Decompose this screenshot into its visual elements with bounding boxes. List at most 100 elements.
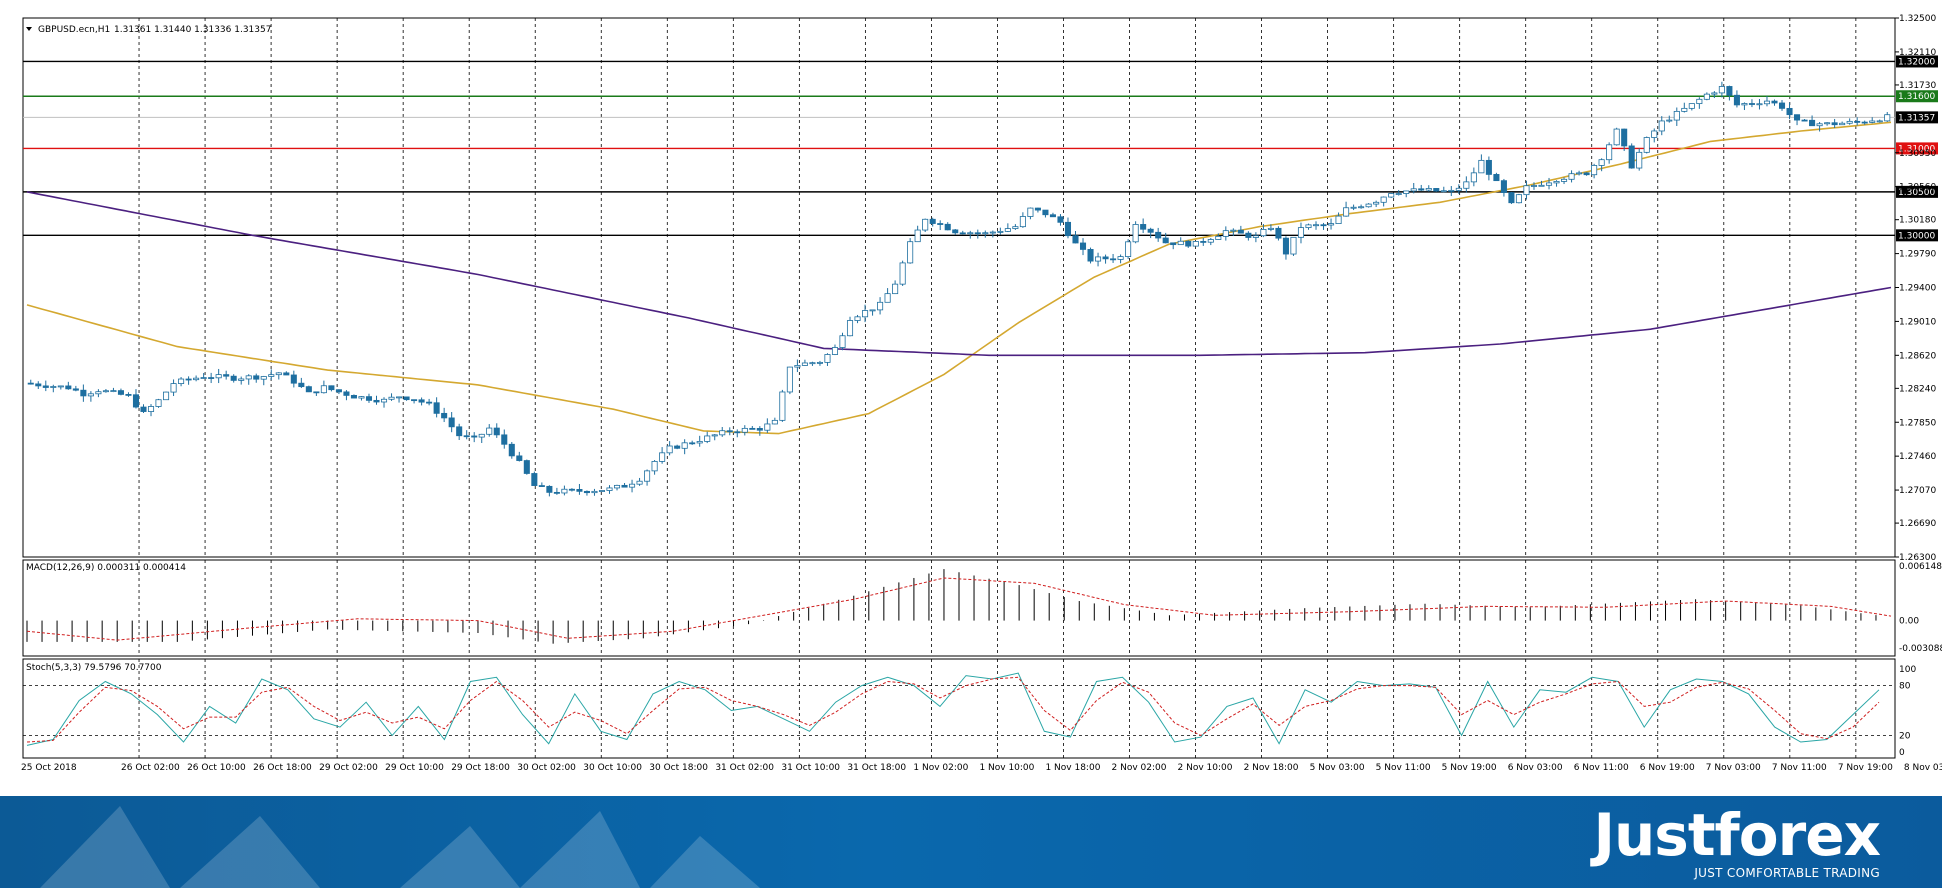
candlestick[interactable] (1049, 212, 1056, 218)
candlestick[interactable] (974, 229, 981, 239)
candlestick[interactable] (929, 217, 936, 227)
candlestick[interactable] (568, 488, 575, 492)
candlestick[interactable] (1711, 91, 1718, 99)
candlestick[interactable] (1703, 92, 1710, 101)
candlestick[interactable] (1440, 186, 1447, 193)
candlestick[interactable] (208, 372, 215, 384)
candlestick[interactable] (215, 368, 222, 384)
candlestick[interactable] (1027, 207, 1034, 220)
candlestick[interactable] (456, 423, 463, 441)
candlestick[interactable] (1433, 188, 1440, 192)
candlestick[interactable] (185, 376, 192, 385)
candlestick[interactable] (373, 395, 380, 405)
candlestick[interactable] (501, 429, 508, 449)
candlestick[interactable] (1140, 218, 1147, 234)
candlestick[interactable] (546, 485, 553, 497)
candlestick[interactable] (1282, 236, 1289, 260)
candlestick[interactable] (1470, 167, 1477, 187)
candlestick[interactable] (576, 483, 583, 495)
candlestick[interactable] (809, 361, 816, 366)
candlestick[interactable] (1290, 236, 1297, 256)
candlestick[interactable] (1125, 239, 1132, 259)
candlestick[interactable] (726, 427, 733, 436)
candlestick[interactable] (621, 482, 628, 488)
candlestick[interactable] (959, 230, 966, 235)
candlestick[interactable] (1846, 118, 1853, 125)
candlestick[interactable] (764, 418, 771, 433)
candlestick[interactable] (1485, 156, 1492, 181)
candlestick[interactable] (245, 374, 252, 385)
candlestick[interactable] (163, 391, 170, 401)
candlestick[interactable] (1019, 212, 1026, 228)
candlestick[interactable] (1778, 100, 1786, 111)
candlestick[interactable] (230, 374, 237, 383)
candlestick[interactable] (583, 490, 590, 496)
candlestick[interactable] (1801, 118, 1808, 122)
candlestick[interactable] (87, 391, 94, 402)
candlestick[interactable] (1034, 207, 1041, 213)
candlestick[interactable] (1598, 158, 1605, 172)
candlestick[interactable] (125, 392, 132, 397)
candlestick[interactable] (365, 393, 373, 403)
candlestick[interactable] (350, 394, 357, 399)
candlestick[interactable] (1350, 204, 1357, 211)
candlestick[interactable] (1613, 127, 1620, 146)
candlestick[interactable] (1320, 222, 1327, 230)
candlestick[interactable] (786, 366, 793, 395)
candlestick[interactable] (1042, 209, 1049, 218)
candlestick[interactable] (1688, 103, 1695, 111)
candlestick[interactable] (1831, 118, 1838, 129)
candlestick[interactable] (1192, 241, 1199, 247)
candlestick[interactable] (35, 381, 42, 389)
candlestick[interactable] (260, 375, 267, 386)
candlestick[interactable] (471, 432, 478, 443)
candlestick[interactable] (749, 426, 756, 430)
candlestick[interactable] (982, 230, 989, 238)
candlestick[interactable] (1388, 193, 1395, 199)
chart-canvas[interactable]: 1.32000 1.31600 1.31000 1.30500 1.30000 1.313… (0, 0, 1942, 796)
candlestick[interactable] (95, 389, 102, 398)
candlestick[interactable] (1861, 120, 1868, 125)
candlestick[interactable] (1418, 184, 1425, 192)
candlestick[interactable] (1260, 223, 1267, 238)
candlestick[interactable] (335, 389, 342, 395)
candlestick[interactable] (1591, 163, 1598, 179)
candlestick[interactable] (1177, 237, 1184, 246)
candlestick[interactable] (448, 412, 455, 433)
candlestick[interactable] (1545, 177, 1553, 190)
candlestick[interactable] (132, 389, 140, 409)
candlestick[interactable] (1403, 190, 1410, 198)
candlestick[interactable] (388, 393, 395, 401)
candlestick[interactable] (1448, 186, 1455, 197)
candlestick[interactable] (756, 426, 763, 436)
candlestick[interactable] (418, 397, 425, 406)
candlestick[interactable] (1343, 201, 1350, 217)
candlestick[interactable] (967, 230, 974, 239)
candlestick[interactable] (1095, 252, 1102, 267)
candlestick[interactable] (674, 444, 681, 450)
candlestick[interactable] (1222, 226, 1229, 241)
candlestick[interactable] (433, 397, 440, 418)
candlestick[interactable] (1155, 227, 1162, 242)
candlestick[interactable] (1305, 223, 1312, 230)
candlestick[interactable] (523, 459, 530, 475)
candlestick[interactable] (275, 372, 282, 380)
candlestick[interactable] (80, 384, 87, 402)
candlestick[interactable] (1493, 172, 1500, 182)
candlestick[interactable] (42, 380, 49, 392)
candlestick[interactable] (1102, 254, 1109, 264)
candlestick[interactable] (824, 353, 831, 366)
candlestick[interactable] (411, 399, 418, 404)
candlestick[interactable] (636, 477, 643, 486)
candlestick[interactable] (1658, 116, 1665, 136)
candlestick[interactable] (1275, 226, 1282, 241)
candlestick[interactable] (380, 397, 388, 408)
candlestick[interactable] (704, 431, 711, 444)
candlestick[interactable] (944, 222, 951, 231)
candlestick[interactable] (1876, 119, 1883, 123)
candlestick[interactable] (561, 485, 568, 496)
candlestick[interactable] (1666, 115, 1673, 123)
candlestick[interactable] (1673, 107, 1680, 126)
candlestick[interactable] (696, 435, 703, 447)
candlestick[interactable] (298, 377, 305, 389)
